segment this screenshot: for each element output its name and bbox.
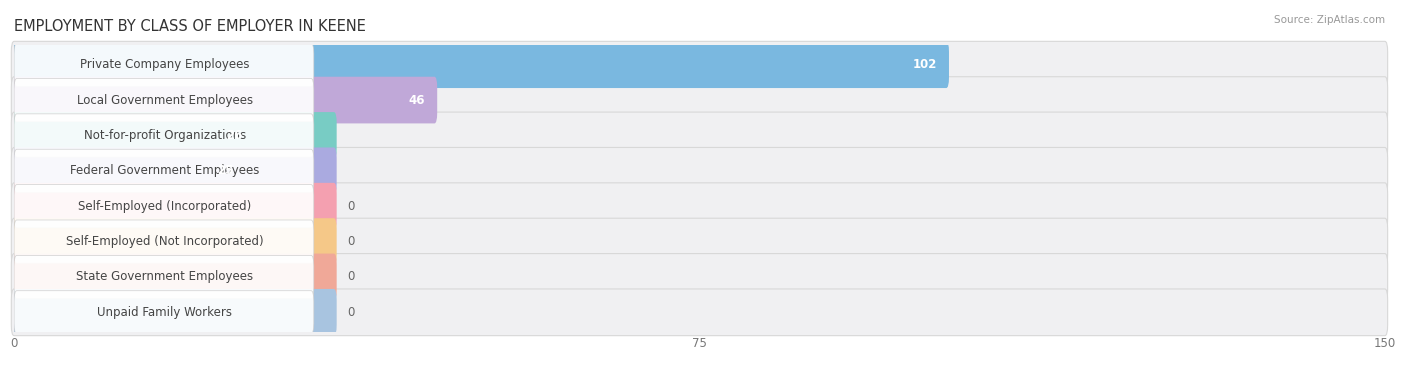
FancyBboxPatch shape [11,147,1388,194]
Text: Unpaid Family Workers: Unpaid Family Workers [97,306,232,319]
FancyBboxPatch shape [14,291,314,334]
Text: Local Government Employees: Local Government Employees [77,93,253,107]
Text: EMPLOYMENT BY CLASS OF EMPLOYER IN KEENE: EMPLOYMENT BY CLASS OF EMPLOYER IN KEENE [14,19,366,34]
Text: 102: 102 [912,58,938,71]
Text: 25: 25 [217,164,233,177]
FancyBboxPatch shape [14,43,314,86]
FancyBboxPatch shape [11,218,1388,265]
FancyBboxPatch shape [11,77,437,123]
FancyBboxPatch shape [11,112,336,159]
FancyBboxPatch shape [11,183,1388,230]
Text: Self-Employed (Incorporated): Self-Employed (Incorporated) [79,200,252,213]
FancyBboxPatch shape [11,41,1388,88]
Text: 0: 0 [347,200,354,213]
Text: 46: 46 [409,93,426,107]
FancyBboxPatch shape [11,254,336,300]
Text: State Government Employees: State Government Employees [76,270,253,284]
FancyBboxPatch shape [11,218,336,265]
FancyBboxPatch shape [11,41,949,88]
Text: Source: ZipAtlas.com: Source: ZipAtlas.com [1274,15,1385,25]
FancyBboxPatch shape [14,114,314,157]
Text: 26: 26 [226,129,243,142]
FancyBboxPatch shape [14,149,314,192]
FancyBboxPatch shape [11,289,1388,336]
Text: 0: 0 [347,306,354,319]
FancyBboxPatch shape [14,185,314,228]
FancyBboxPatch shape [11,183,336,230]
FancyBboxPatch shape [14,255,314,299]
FancyBboxPatch shape [14,220,314,263]
FancyBboxPatch shape [11,254,1388,300]
Text: 0: 0 [347,235,354,248]
FancyBboxPatch shape [11,289,336,336]
FancyBboxPatch shape [14,78,314,122]
FancyBboxPatch shape [11,77,1388,123]
FancyBboxPatch shape [11,147,336,194]
Text: Not-for-profit Organizations: Not-for-profit Organizations [84,129,246,142]
Text: 0: 0 [347,270,354,284]
Text: Private Company Employees: Private Company Employees [80,58,250,71]
Text: Self-Employed (Not Incorporated): Self-Employed (Not Incorporated) [66,235,264,248]
Text: Federal Government Employees: Federal Government Employees [70,164,260,177]
FancyBboxPatch shape [11,112,1388,159]
